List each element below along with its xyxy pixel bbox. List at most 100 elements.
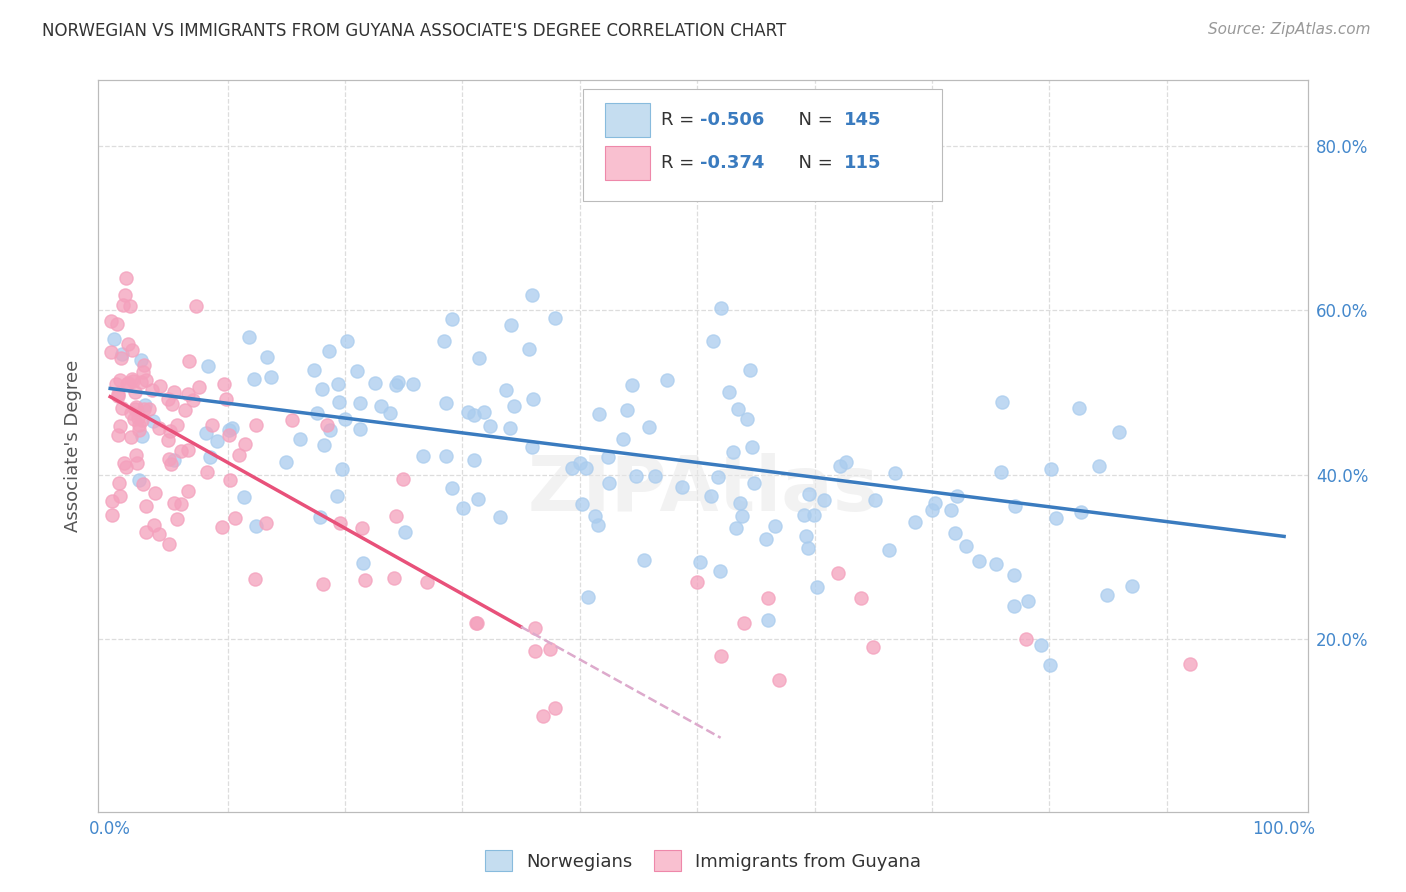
Point: [571, 497, 593, 511]
Point: [101, 508, 124, 522]
Point: [157, 537, 180, 551]
Point: [354, 573, 377, 587]
Point: [302, 363, 325, 377]
Point: [280, 413, 302, 427]
Point: [827, 566, 849, 581]
Point: [598, 476, 620, 491]
Point: [352, 521, 374, 535]
Point: [181, 392, 204, 407]
Point: [583, 508, 606, 523]
Point: [124, 384, 146, 399]
Point: [733, 615, 755, 630]
Legend: Norwegians, Immigrants from Guyana: Norwegians, Immigrants from Guyana: [477, 843, 929, 879]
Point: [544, 701, 567, 715]
Point: [129, 353, 152, 368]
Point: [768, 673, 790, 688]
Point: [148, 420, 170, 434]
Point: [707, 470, 730, 484]
Point: [738, 363, 761, 377]
Point: [924, 496, 946, 510]
Point: [863, 492, 886, 507]
Point: [224, 510, 246, 524]
Point: [114, 288, 136, 302]
Point: [465, 615, 488, 630]
Point: [803, 508, 825, 522]
Point: [195, 426, 218, 441]
Point: [741, 440, 763, 454]
Point: [939, 502, 962, 516]
Point: [813, 493, 835, 508]
Point: [569, 456, 592, 470]
Point: [370, 399, 392, 413]
Point: [127, 410, 149, 425]
Point: [479, 419, 502, 434]
Point: [990, 465, 1012, 479]
Point: [1039, 658, 1062, 673]
Point: [110, 489, 132, 503]
Point: [115, 376, 138, 391]
Point: [100, 314, 122, 328]
Point: [835, 455, 858, 469]
Point: [756, 613, 779, 627]
Point: [955, 539, 977, 553]
Point: [311, 382, 333, 396]
Point: [727, 401, 749, 416]
Point: [211, 520, 233, 534]
Point: [242, 372, 264, 386]
Point: [433, 334, 456, 348]
Point: [710, 648, 733, 663]
Point: [128, 423, 150, 437]
Point: [163, 453, 186, 467]
Point: [318, 344, 340, 359]
Point: [132, 365, 155, 379]
Point: [921, 503, 943, 517]
Point: [107, 428, 129, 442]
Point: [451, 501, 474, 516]
Point: [117, 337, 139, 351]
Point: [148, 527, 170, 541]
Point: [1040, 462, 1063, 476]
Point: [330, 462, 353, 476]
Point: [107, 386, 129, 401]
Point: [385, 509, 408, 524]
Point: [138, 401, 160, 416]
Text: NORWEGIAN VS IMMIGRANTS FROM GUYANA ASSOCIATE'S DEGREE CORRELATION CHART: NORWEGIAN VS IMMIGRANTS FROM GUYANA ASSO…: [42, 22, 786, 40]
Point: [111, 347, 134, 361]
Point: [349, 422, 371, 436]
Point: [141, 384, 163, 398]
Point: [166, 418, 188, 433]
Point: [135, 499, 157, 513]
Point: [254, 516, 277, 530]
Point: [879, 542, 901, 557]
Point: [465, 616, 488, 631]
Point: [588, 518, 610, 533]
Point: [312, 577, 335, 591]
Point: [501, 318, 523, 332]
Point: [149, 378, 172, 392]
Point: [797, 541, 820, 555]
Point: [221, 421, 243, 435]
Point: [174, 403, 197, 417]
Point: [596, 450, 619, 464]
Point: [416, 575, 439, 590]
Point: [142, 414, 165, 428]
Point: [101, 493, 124, 508]
Point: [135, 525, 157, 540]
Point: [162, 495, 184, 509]
Point: [731, 509, 754, 524]
Point: [125, 448, 148, 462]
Point: [132, 359, 155, 373]
Point: [463, 452, 485, 467]
Text: R =: R =: [661, 154, 700, 172]
Point: [134, 398, 156, 412]
Point: [112, 456, 135, 470]
Point: [754, 532, 776, 546]
Point: [538, 641, 561, 656]
Point: [1015, 632, 1038, 647]
Point: [489, 509, 512, 524]
Point: [387, 375, 409, 389]
Point: [105, 317, 128, 331]
Point: [166, 512, 188, 526]
Point: [108, 373, 131, 387]
Point: [689, 556, 711, 570]
